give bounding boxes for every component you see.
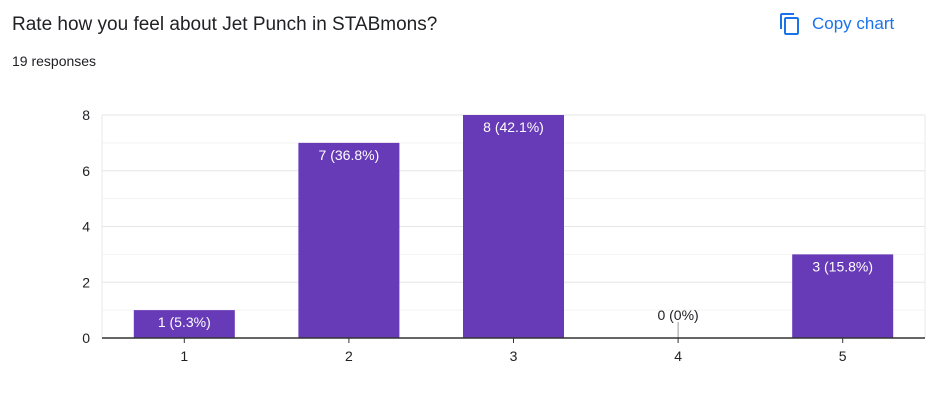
data-label: 7 (36.8%) (319, 147, 380, 163)
y-tick-label: 2 (82, 274, 90, 290)
x-tick-label: 5 (839, 348, 847, 364)
copy-chart-label: Copy chart (812, 14, 895, 33)
x-tick-label: 2 (345, 348, 353, 364)
bar[interactable] (463, 115, 564, 338)
y-tick-label: 6 (82, 163, 90, 179)
response-count: 19 responses (12, 53, 97, 69)
bar[interactable] (133, 310, 235, 338)
data-label: 8 (42.1%) (483, 119, 544, 135)
y-tick-label: 8 (82, 107, 90, 123)
x-tick-label: 4 (674, 348, 682, 364)
question-title: Rate how you feel about Jet Punch in STA… (12, 14, 438, 35)
bar[interactable] (792, 254, 894, 338)
data-label: 0 (0%) (657, 307, 698, 323)
copy-icon (780, 13, 799, 35)
y-tick-label: 0 (82, 330, 90, 346)
data-label: 1 (5.3%) (158, 314, 211, 330)
x-tick-label: 3 (510, 348, 518, 364)
x-tick-label: 1 (180, 348, 188, 364)
copy-chart-button[interactable]: Copy chart (772, 8, 900, 40)
bar[interactable] (298, 142, 400, 338)
data-label: 3 (15.8%) (812, 258, 873, 274)
y-tick-label: 4 (82, 219, 90, 235)
